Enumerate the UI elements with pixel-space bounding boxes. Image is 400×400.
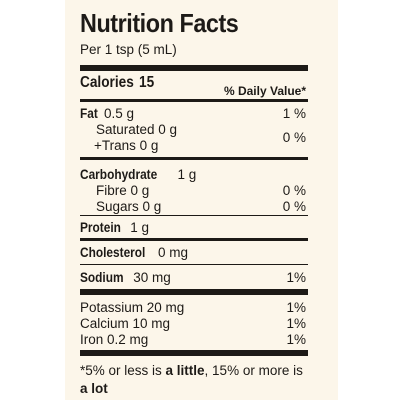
divider [80,264,308,265]
divider [80,157,308,160]
sodium-row: Sodium 30 mg 1% [80,265,308,289]
protein-label: Protein [80,220,121,235]
cholesterol-label: Cholesterol [80,245,146,260]
potassium: Potassium 20 mg [80,300,185,315]
serving-size: Per 1 tsp (5 mL) [80,42,177,57]
sodium-pct: 1% [286,270,306,285]
sodium-amount: 30 mg [133,270,171,285]
protein-row: Protein 1 g [80,216,308,238]
sugars-pct: 0 % [282,199,306,214]
calcium: Calcium 10 mg [80,316,171,331]
thick-divider [80,289,308,295]
iron: Iron 0.2 mg [80,332,149,347]
fat-amount: 0.5 g [104,106,135,121]
divider [80,99,308,102]
cholesterol-row: Cholesterol 0 mg [80,241,308,264]
nutrition-facts-label: Nutrition Facts Per 1 tsp (5 mL) Calorie… [80,6,308,398]
iron-pct: 1% [286,332,306,347]
sodium-label: Sodium [80,270,124,285]
cholesterol-amount: 0 mg [158,245,189,260]
divider [80,215,308,216]
sat-trans-pct: 0 % [282,130,306,145]
saturated-fat: Saturated 0 g [96,122,178,137]
fat-label: Fat [80,106,98,121]
thick-divider [80,350,308,356]
carbohydrate-label: Carbohydrate [80,167,158,182]
label-title: Nutrition Facts [80,8,239,38]
trans-fat: +Trans 0 g [94,138,159,153]
calories-value: 15 [139,74,155,91]
footnote-lot: a lot [80,381,108,396]
fibre-pct: 0 % [282,183,306,198]
carbohydrate-section: Carbohydrate 1 g Fibre 0 g 0 % Sugars 0 … [80,160,308,214]
thick-divider [80,65,308,71]
fat-section: Fat 0.5 g 1 % Saturated 0 g +Trans 0 g 0… [80,102,308,154]
carbohydrate-amount: 1 g [177,167,197,182]
calcium-pct: 1% [286,316,306,331]
protein-amount: 1 g [130,220,150,235]
sugars: Sugars 0 g [96,199,162,214]
daily-value-header: % Daily Value* [223,84,306,98]
calories-label: Calories [80,74,134,91]
minerals-section: Potassium 20 mg 1% Calcium 10 mg 1% Iron… [80,295,308,349]
fibre: Fibre 0 g [96,183,150,198]
fat-pct: 1 % [282,106,306,121]
potassium-pct: 1% [286,300,306,315]
footnote-little: a little [165,363,205,378]
footnote: *5% or less is a little, 15% or more is … [80,363,303,396]
divider [80,238,308,241]
calories-row: Calories 15 % Daily Value* [80,71,308,99]
